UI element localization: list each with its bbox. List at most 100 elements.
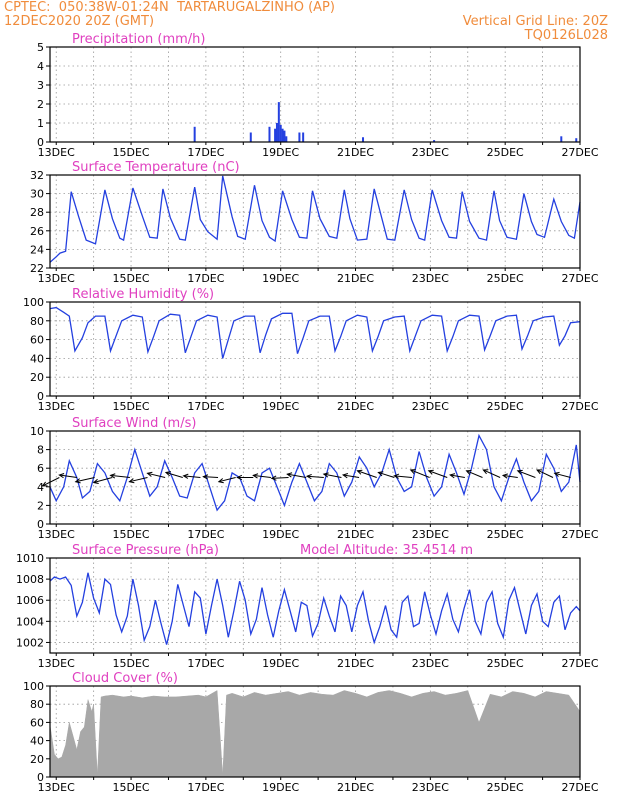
y-tick-label: 5	[37, 41, 44, 54]
x-tick-label: 21DEC	[337, 657, 374, 670]
wind-arrow	[147, 472, 166, 478]
x-tick-label: 25DEC	[487, 400, 524, 413]
y-tick-label: 20	[30, 753, 44, 766]
y-tick-label: 80	[30, 315, 44, 328]
precip-bar	[285, 136, 288, 142]
wind-arrow	[129, 477, 148, 483]
panel-5	[46, 557, 581, 656]
panel-title: Precipitation (mm/h)	[72, 32, 205, 47]
panel-title: Surface Pressure (hPa)	[72, 543, 219, 558]
x-tick-label: 27DEC	[561, 528, 598, 541]
wind-arrowhead	[217, 478, 224, 484]
wind-arrow	[357, 470, 377, 478]
x-tick-label: 13DEC	[38, 146, 75, 159]
wind-arrow	[483, 469, 501, 478]
y-tick-label: 24	[30, 243, 44, 256]
x-tick-label: 19DEC	[262, 781, 299, 794]
y-tick-label: 1010	[16, 552, 44, 565]
x-tick-label: 17DEC	[187, 528, 224, 541]
wind-arrow	[93, 477, 113, 484]
x-tick-label: 25DEC	[487, 528, 524, 541]
x-tick-label: 13DEC	[38, 528, 75, 541]
wind-arrowhead	[427, 469, 434, 475]
series-line	[49, 175, 581, 263]
wind-arrowhead	[341, 473, 349, 479]
y-tick-label: 0	[37, 390, 44, 403]
panel-frame	[49, 301, 581, 397]
wind-arrow	[59, 474, 78, 478]
precip-bar	[249, 132, 252, 142]
x-tick-label: 17DEC	[187, 146, 224, 159]
x-tick-label: 21DEC	[337, 400, 374, 413]
panel-frame	[49, 685, 581, 778]
x-tick-label: 23DEC	[412, 400, 449, 413]
x-tick-label: 25DEC	[487, 146, 524, 159]
x-tick-label: 21DEC	[337, 146, 374, 159]
panel-frame	[49, 174, 581, 269]
panel-2	[46, 174, 581, 271]
wind-arrowhead	[536, 469, 543, 475]
x-tick-label: 23DEC	[412, 781, 449, 794]
panel-title: Surface Wind (m/s)	[72, 416, 196, 431]
precip-bar	[298, 132, 301, 142]
y-tick-label: 1006	[16, 594, 44, 607]
wind-arrowhead	[270, 475, 277, 481]
y-tick-label: 10	[30, 425, 44, 438]
panel-title: Surface Temperature (nC)	[72, 160, 240, 175]
wind-arrowhead	[74, 478, 81, 484]
wind-arrow	[517, 470, 536, 478]
precip-bar	[560, 136, 563, 142]
panel-title: Cloud Cover (%)	[72, 671, 178, 686]
panel-6	[46, 685, 581, 780]
wind-arrowhead	[146, 471, 153, 477]
y-tick-label: 60	[30, 716, 44, 729]
wind-arrowhead	[286, 472, 293, 478]
wind-arrow	[75, 477, 95, 483]
precip-bar	[193, 126, 196, 142]
x-tick-label: 27DEC	[561, 400, 598, 413]
panel-4	[41, 430, 581, 527]
x-tick-label: 15DEC	[113, 657, 150, 670]
wind-arrow	[410, 469, 430, 478]
precip-bar	[268, 126, 271, 142]
wind-arrow	[536, 469, 554, 478]
x-tick-label: 25DEC	[487, 781, 524, 794]
series-line	[49, 572, 581, 645]
wind-arrowhead	[109, 473, 116, 479]
x-tick-label: 23DEC	[412, 528, 449, 541]
precip-bar	[281, 128, 284, 142]
wind-arrow	[271, 477, 289, 479]
header-model-code: TQ0126L028	[524, 28, 608, 43]
x-tick-label: 19DEC	[262, 146, 299, 159]
wind-arrowhead	[236, 474, 243, 481]
wind-arrowhead	[377, 471, 384, 477]
y-tick-label: 60	[30, 334, 44, 347]
x-tick-label: 19DEC	[262, 400, 299, 413]
y-tick-label: 26	[30, 225, 44, 238]
x-tick-label: 21DEC	[337, 528, 374, 541]
y-tick-label: 1002	[16, 636, 44, 649]
y-tick-label: 30	[30, 188, 44, 201]
wind-arrowhead	[322, 472, 329, 478]
wind-arrow	[42, 477, 60, 487]
cloud-area	[49, 690, 581, 778]
wind-arrowhead	[449, 473, 456, 479]
y-tick-label: 32	[30, 169, 44, 182]
wind-arrowhead	[92, 478, 99, 484]
wind-arrow	[165, 471, 183, 478]
precip-bar	[283, 130, 286, 142]
wind-arrow	[428, 470, 448, 478]
wind-arrowhead	[393, 473, 400, 479]
wind-arrow	[287, 473, 307, 478]
x-tick-label: 17DEC	[187, 781, 224, 794]
wind-arrowhead	[202, 474, 209, 480]
x-tick-label: 15DEC	[113, 528, 150, 541]
wind-arrow	[343, 474, 360, 478]
x-tick-label: 13DEC	[38, 657, 75, 670]
wind-arrow	[323, 473, 342, 478]
wind-arrow	[110, 474, 130, 478]
x-tick-label: 27DEC	[561, 781, 598, 794]
wind-arrowhead	[465, 470, 472, 475]
wind-arrow	[450, 474, 465, 478]
x-tick-label: 19DEC	[262, 272, 299, 285]
